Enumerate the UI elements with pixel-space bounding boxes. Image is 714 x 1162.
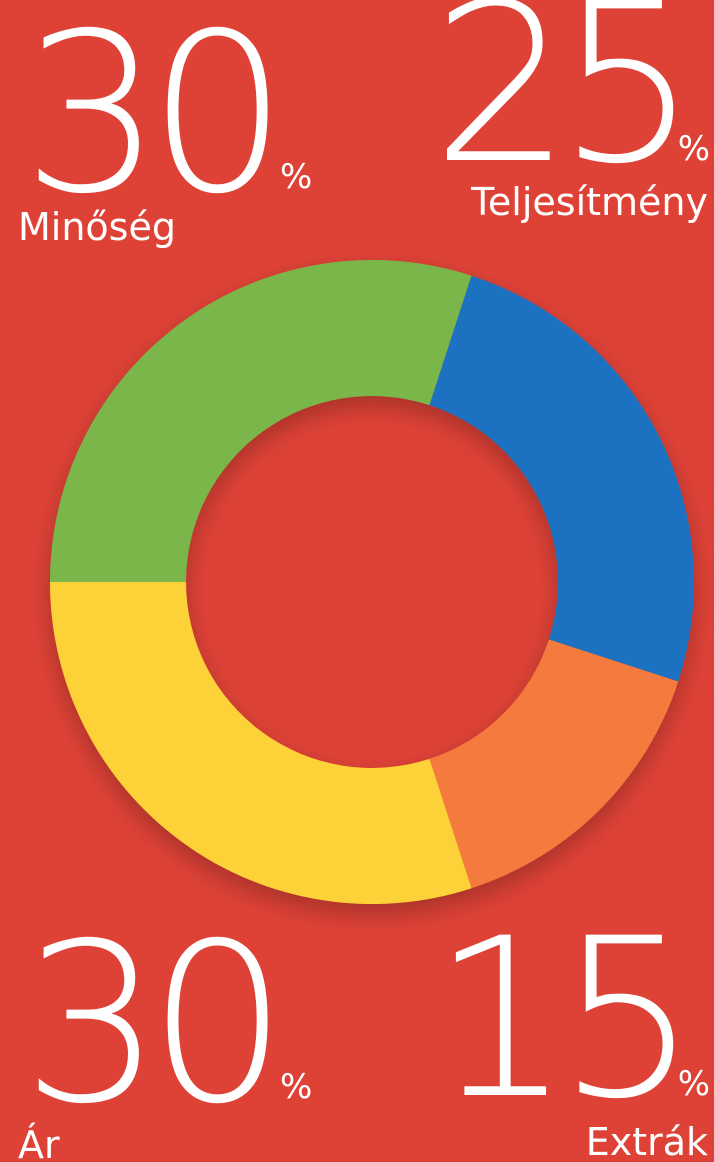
donut-segment — [429, 639, 679, 889]
value-label: 25 — [432, 0, 684, 212]
category-label: Extrák — [586, 1120, 708, 1162]
category-label: Teljesítmény — [470, 180, 708, 224]
value-label: 30 — [22, 0, 274, 242]
category-label: Minőség — [18, 205, 176, 249]
donut-segment — [50, 582, 472, 904]
donut-segment — [50, 259, 472, 582]
value-unit: % — [280, 157, 312, 197]
value-unit: % — [678, 1064, 710, 1104]
category-label: Ár — [18, 1123, 60, 1162]
value-unit: % — [280, 1067, 312, 1107]
value-label: 15 — [432, 891, 684, 1147]
donut-segment — [429, 275, 694, 682]
value-label: 30 — [22, 896, 274, 1152]
value-unit: % — [678, 129, 710, 169]
donut — [50, 259, 694, 904]
